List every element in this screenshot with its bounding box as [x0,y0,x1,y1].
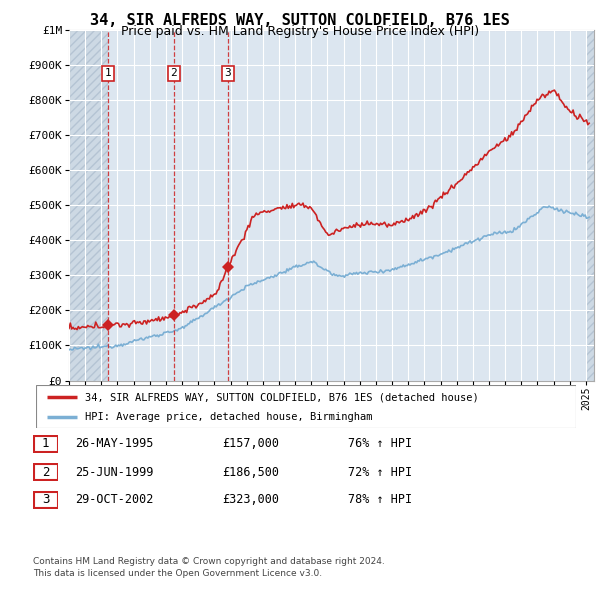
Bar [586,30,594,381]
Text: 1: 1 [104,68,111,78]
Bar [69,30,108,381]
Text: £157,000: £157,000 [222,437,279,450]
Text: 2: 2 [42,466,49,478]
Text: 78% ↑ HPI: 78% ↑ HPI [348,493,412,506]
Text: Contains HM Land Registry data © Crown copyright and database right 2024.: Contains HM Land Registry data © Crown c… [33,558,385,566]
Text: 76% ↑ HPI: 76% ↑ HPI [348,437,412,450]
Text: 72% ↑ HPI: 72% ↑ HPI [348,466,412,478]
Text: 34, SIR ALFREDS WAY, SUTTON COLDFIELD, B76 1ES: 34, SIR ALFREDS WAY, SUTTON COLDFIELD, B… [90,13,510,28]
Text: 3: 3 [224,68,231,78]
Text: HPI: Average price, detached house, Birmingham: HPI: Average price, detached house, Birm… [85,412,372,422]
Text: 3: 3 [42,493,49,506]
Text: 25-JUN-1999: 25-JUN-1999 [75,466,154,478]
Text: 29-OCT-2002: 29-OCT-2002 [75,493,154,506]
Text: £186,500: £186,500 [222,466,279,478]
Text: 26-MAY-1995: 26-MAY-1995 [75,437,154,450]
Text: £323,000: £323,000 [222,493,279,506]
Text: 1: 1 [42,437,49,450]
Text: Price paid vs. HM Land Registry's House Price Index (HPI): Price paid vs. HM Land Registry's House … [121,25,479,38]
Text: 34, SIR ALFREDS WAY, SUTTON COLDFIELD, B76 1ES (detached house): 34, SIR ALFREDS WAY, SUTTON COLDFIELD, B… [85,392,478,402]
Text: 2: 2 [170,68,178,78]
Text: This data is licensed under the Open Government Licence v3.0.: This data is licensed under the Open Gov… [33,569,322,578]
